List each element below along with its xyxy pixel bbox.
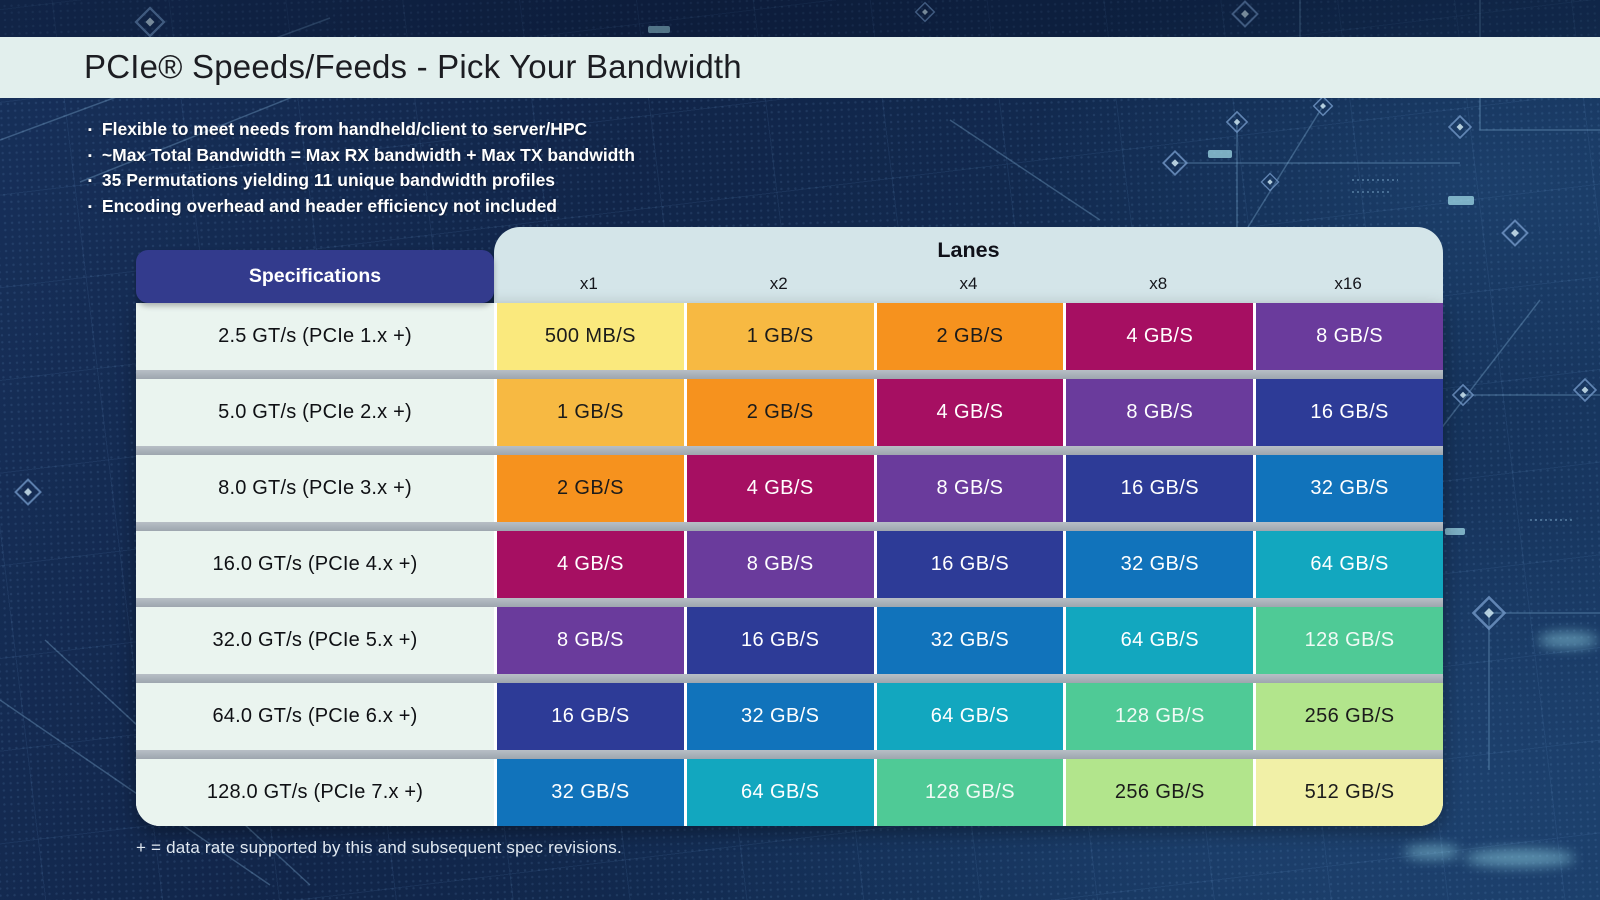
bandwidth-cell: 16 GB/S — [1256, 379, 1443, 446]
lane-column-labels: x1 x2 x4 x8 x16 — [494, 274, 1443, 294]
bandwidth-cell: 8 GB/S — [1066, 379, 1254, 446]
row-separator — [136, 446, 1443, 455]
page-title: PCIe® Speeds/Feeds - Pick Your Bandwidth — [84, 48, 742, 85]
bandwidth-cell: 32 GB/S — [1256, 455, 1443, 522]
table-row: 128.0 GT/s (PCIe 7.x +) 32 GB/S 64 GB/S 128… — [136, 759, 1443, 826]
bandwidth-cell: 4 GB/S — [876, 379, 1064, 446]
bandwidth-cell: 4 GB/S — [1066, 303, 1254, 370]
table-row: 16.0 GT/s (PCIe 4.x +) 4 GB/S 8 GB/S 16 GB/… — [136, 531, 1443, 598]
bandwidth-cell: 1 GB/S — [686, 303, 874, 370]
footnote: + = data rate supported by this and subs… — [136, 838, 622, 857]
bandwidth-cell: 8 GB/S — [686, 531, 874, 598]
spec-label: 2.5 GT/s (PCIe 1.x +) — [136, 303, 494, 370]
bandwidth-cell: 256 GB/S — [1066, 759, 1254, 826]
lane-column-label: x2 — [769, 274, 788, 293]
bandwidth-cell: 32 GB/S — [497, 759, 684, 826]
bandwidth-cell: 64 GB/S — [876, 683, 1064, 750]
bandwidth-cell: 8 GB/S — [876, 455, 1064, 522]
bandwidth-cell: 32 GB/S — [876, 607, 1064, 674]
row-separator — [136, 750, 1443, 759]
bandwidth-cell: 2 GB/S — [686, 379, 874, 446]
table-row: 32.0 GT/s (PCIe 5.x +) 8 GB/S 16 GB/S 32 GB… — [136, 607, 1443, 674]
specifications-header: Specifications — [136, 250, 494, 303]
spec-label: 128.0 GT/s (PCIe 7.x +) — [136, 759, 494, 826]
bandwidth-cell: 32 GB/S — [1066, 531, 1254, 598]
bandwidth-cell: 256 GB/S — [1256, 683, 1443, 750]
row-separator — [136, 598, 1443, 607]
top-edge-shade — [0, 0, 1600, 37]
table-row: 5.0 GT/s (PCIe 2.x +) 1 GB/S 2 GB/S 4 GB/S 8… — [136, 379, 1443, 446]
lane-column-label: x16 — [1334, 274, 1362, 293]
bandwidth-cell: 16 GB/S — [876, 531, 1064, 598]
lane-column-label: x8 — [1149, 274, 1168, 293]
bullet-item: 35 Permutations yielding 11 unique bandw… — [88, 168, 635, 194]
bandwidth-cell: 1 GB/S — [497, 379, 684, 446]
spec-label: 64.0 GT/s (PCIe 6.x +) — [136, 683, 494, 750]
table-row: 2.5 GT/s (PCIe 1.x +) 500 MB/S 1 GB/S 2 GB/… — [136, 303, 1443, 370]
bandwidth-cell: 8 GB/S — [1256, 303, 1443, 370]
bandwidth-cell: 8 GB/S — [497, 607, 684, 674]
bandwidth-cell: 64 GB/S — [1256, 531, 1443, 598]
lane-column-label: x4 — [959, 274, 978, 293]
row-separator — [136, 370, 1443, 379]
row-separator — [136, 522, 1443, 531]
bandwidth-cell: 16 GB/S — [497, 683, 684, 750]
bullet-list: Flexible to meet needs from handheld/cli… — [88, 117, 635, 219]
bandwidth-cell: 2 GB/S — [497, 455, 684, 522]
lanes-header-label: Lanes — [937, 238, 1000, 262]
bandwidth-cell: 128 GB/S — [1066, 683, 1254, 750]
table-body: 2.5 GT/s (PCIe 1.x +) 500 MB/S 1 GB/S 2 GB/… — [136, 303, 1443, 826]
bandwidth-cell: 2 GB/S — [876, 303, 1064, 370]
lanes-header-panel: Lanes x1 x2 x4 x8 x16 — [494, 227, 1443, 303]
bandwidth-cell: 64 GB/S — [1066, 607, 1254, 674]
table-row: 64.0 GT/s (PCIe 6.x +) 16 GB/S 32 GB/S 64 G… — [136, 683, 1443, 750]
bandwidth-cell: 4 GB/S — [686, 455, 874, 522]
row-separator — [136, 674, 1443, 683]
spec-label: 16.0 GT/s (PCIe 4.x +) — [136, 531, 494, 598]
bandwidth-cell: 512 GB/S — [1256, 759, 1443, 826]
bandwidth-cell: 500 MB/S — [497, 303, 684, 370]
bandwidth-cell: 16 GB/S — [1066, 455, 1254, 522]
lane-column-label: x1 — [579, 274, 598, 293]
spec-label: 5.0 GT/s (PCIe 2.x +) — [136, 379, 494, 446]
bandwidth-cell: 4 GB/S — [497, 531, 684, 598]
bullet-item: Flexible to meet needs from handheld/cli… — [88, 117, 635, 143]
title-band: PCIe® Speeds/Feeds - Pick Your Bandwidth — [0, 37, 1600, 98]
bandwidth-cell: 32 GB/S — [686, 683, 874, 750]
spec-label: 32.0 GT/s (PCIe 5.x +) — [136, 607, 494, 674]
bullet-item: Encoding overhead and header efficiency … — [88, 194, 635, 220]
bandwidth-cell: 128 GB/S — [876, 759, 1064, 826]
bullet-item: ~Max Total Bandwidth = Max RX bandwidth … — [88, 143, 635, 169]
bandwidth-table: Lanes x1 x2 x4 x8 x16 Specifications 2.5 GT/… — [136, 227, 1443, 827]
bandwidth-cell: 128 GB/S — [1256, 607, 1443, 674]
bandwidth-cell: 16 GB/S — [686, 607, 874, 674]
table-row: 8.0 GT/s (PCIe 3.x +) 2 GB/S 4 GB/S 8 GB/S 1… — [136, 455, 1443, 522]
spec-label: 8.0 GT/s (PCIe 3.x +) — [136, 455, 494, 522]
bandwidth-cell: 64 GB/S — [686, 759, 874, 826]
